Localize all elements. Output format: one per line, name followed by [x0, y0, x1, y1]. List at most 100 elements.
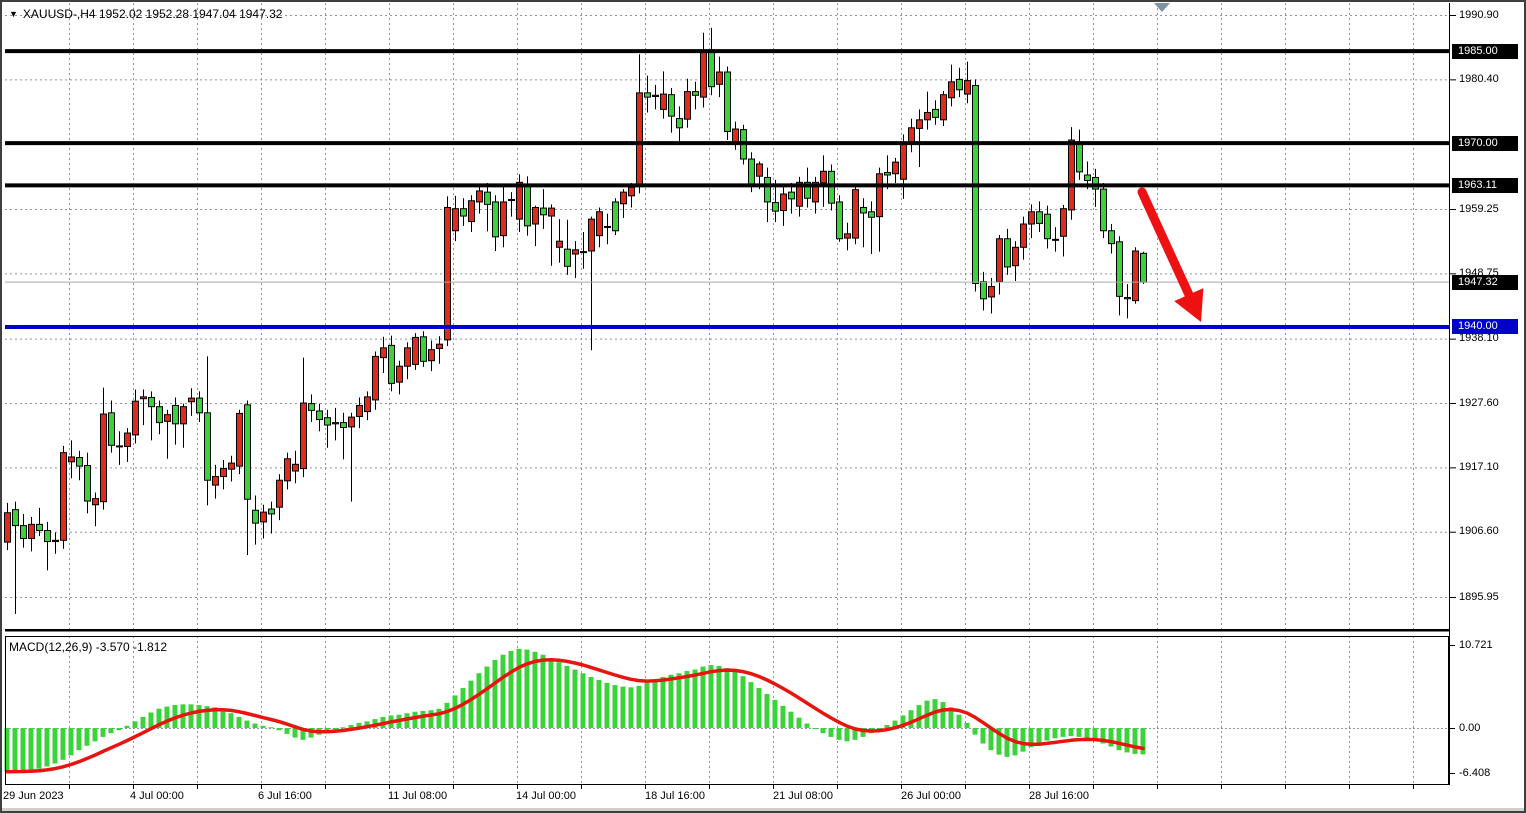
macd-histogram-bar [884, 725, 890, 728]
macd-histogram-bar [460, 688, 466, 728]
macd-histogram-bar [148, 712, 154, 728]
time-label: 6 Jul 16:00 [258, 790, 312, 802]
macd-axis-label: -6.408 [1459, 766, 1491, 779]
macd-histogram-bar [620, 686, 626, 728]
macd-histogram-bar [116, 728, 122, 731]
macd-histogram-bar [252, 723, 258, 728]
bull-candle [508, 198, 515, 201]
bull-candle [964, 80, 971, 95]
macd-histogram-bar [844, 728, 850, 742]
bear-candle [836, 201, 843, 240]
bear-candle [420, 336, 427, 362]
bull-candle [188, 397, 195, 403]
macd-histogram-bar [988, 728, 994, 751]
macd-histogram-bar [1004, 728, 1010, 757]
bull-candle [604, 225, 611, 228]
bull-candle [732, 128, 739, 143]
macd-histogram-bar [652, 679, 658, 728]
bull-candle [364, 396, 371, 413]
bear-candle [148, 396, 155, 408]
bull-candle [276, 479, 283, 508]
price-level-badge: 1970.00 [1452, 135, 1518, 151]
price-grid-label: 1895.95 [1459, 590, 1499, 603]
macd-histogram-bar [92, 728, 98, 742]
bull-candle [292, 463, 299, 472]
bull-candle [116, 445, 123, 448]
chart-title: ▼ XAUUSD-,H4 1952.02 1952.28 1947.04 1947… [9, 7, 282, 21]
macd-histogram-bar [364, 721, 370, 728]
bear-candle [956, 78, 963, 91]
bear-candle [540, 207, 547, 216]
macd-histogram-bar [244, 720, 250, 728]
bull-candle [516, 181, 523, 220]
price-grid-label: 1959.25 [1459, 202, 1499, 215]
bear-candle [484, 191, 491, 205]
bull-candle [948, 81, 955, 99]
macd-histogram-bar [508, 651, 514, 728]
macd-histogram-bar [956, 714, 962, 728]
macd-histogram-bar [556, 662, 562, 728]
window-border-left [0, 0, 2, 813]
bull-candle [236, 412, 243, 467]
bull-candle [348, 416, 355, 428]
macd-histogram-bar [836, 728, 842, 740]
macd-histogram-bar [668, 674, 674, 728]
macd-histogram-bar [84, 728, 90, 746]
bull-candle [892, 161, 899, 175]
macd-histogram-bar [804, 723, 810, 728]
bull-candle [124, 432, 131, 448]
bear-candle [1004, 238, 1011, 268]
bear-candle [772, 202, 779, 212]
bull-candle [300, 402, 307, 470]
macd-histogram-bar [812, 728, 818, 729]
macd-histogram-bar [348, 725, 354, 728]
macd-histogram-bar [876, 728, 882, 730]
current-price-badge: 1947.32 [1452, 274, 1518, 290]
bull-candle [620, 191, 627, 205]
macd-histogram-bar [476, 673, 482, 728]
macd-histogram-bar [36, 728, 42, 769]
bull-candle [212, 476, 219, 486]
macd-histogram-bar [140, 716, 146, 728]
bull-candle [436, 343, 443, 349]
bear-candle [204, 412, 211, 481]
macd-histogram-bar [540, 654, 546, 728]
macd-histogram-bar [644, 682, 650, 728]
bear-candle [644, 92, 651, 98]
bear-candle [1124, 297, 1131, 300]
bull-candle [876, 173, 883, 218]
bull-candle [180, 406, 187, 425]
bull-candle [780, 193, 787, 212]
macd-histogram-bar [340, 727, 346, 729]
bull-candle [796, 181, 803, 207]
macd-histogram-bar [900, 715, 906, 728]
bear-candle [748, 158, 755, 186]
macd-histogram-bar [764, 693, 770, 728]
macd-histogram-bar [892, 720, 898, 728]
bull-candle [652, 94, 659, 98]
bear-candle [804, 181, 811, 199]
bull-candle [572, 249, 579, 255]
bull-candle [900, 141, 907, 180]
bull-candle [228, 462, 235, 470]
macd-histogram-bar [1084, 728, 1090, 739]
bull-candle [28, 523, 35, 539]
time-label: 28 Jul 16:00 [1029, 790, 1089, 802]
bear-candle [612, 201, 619, 232]
bull-candle [636, 92, 643, 185]
bull-candle [372, 355, 379, 401]
macd-histogram-bar [188, 704, 194, 728]
bear-candle [20, 525, 27, 539]
macd-histogram-bar [604, 682, 610, 728]
macd-histogram-bar [732, 671, 738, 728]
time-label: 29 Jun 2023 [3, 790, 64, 802]
macd-histogram-bar [4, 728, 10, 772]
bull-candle [660, 93, 667, 110]
time-label: 11 Jul 08:00 [388, 790, 448, 802]
macd-histogram-bar [612, 685, 618, 728]
macd-histogram-bar [660, 676, 666, 728]
bull-candle [132, 400, 139, 436]
bull-candle [908, 127, 915, 143]
macd-histogram-bar [1028, 728, 1034, 748]
